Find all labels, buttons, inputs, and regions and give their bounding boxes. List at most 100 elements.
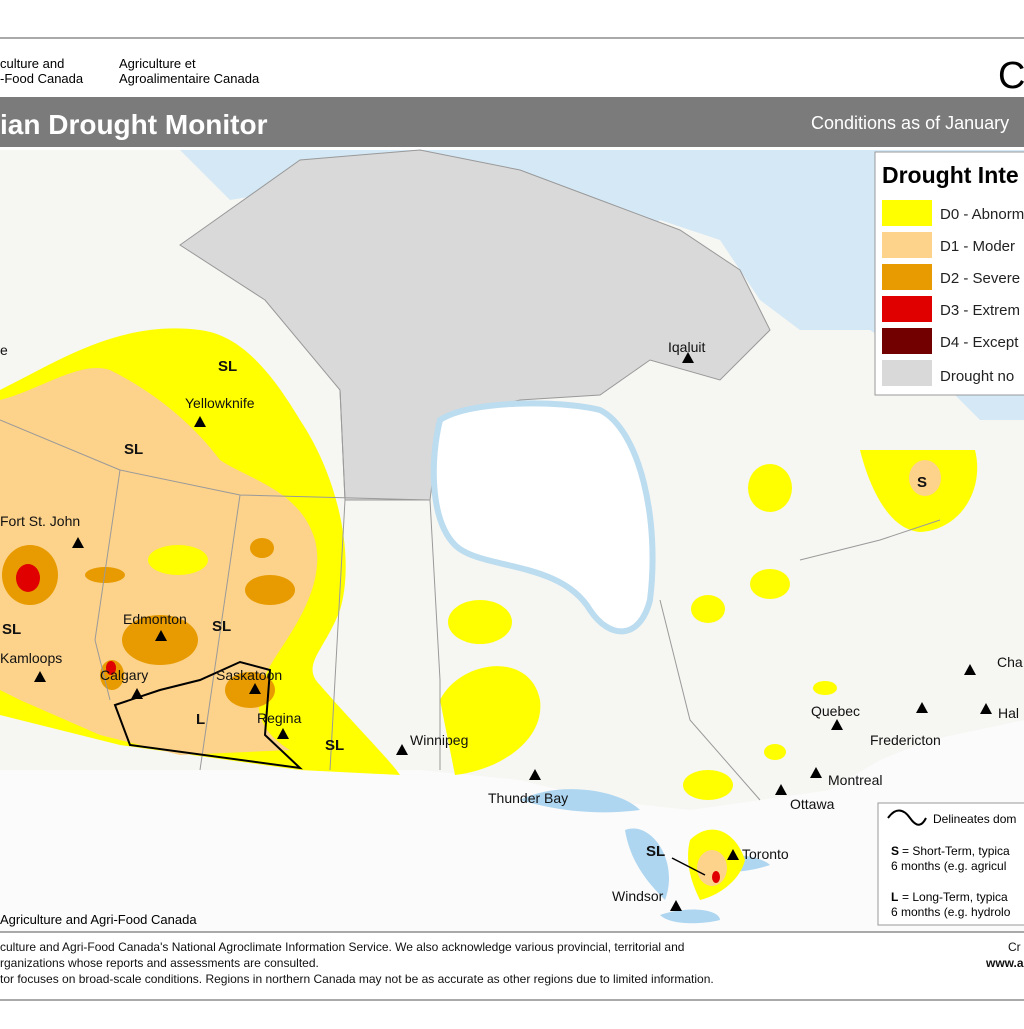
legend-swatch bbox=[882, 232, 932, 258]
legend-item: D1 - Moder bbox=[940, 238, 1015, 255]
city-marker bbox=[980, 703, 992, 714]
city-label: Fort St. John bbox=[0, 513, 80, 529]
org-en: -Food Canada bbox=[0, 71, 84, 86]
city-label: Fredericton bbox=[870, 732, 941, 748]
drought-d3 bbox=[16, 564, 40, 592]
drought-d0 bbox=[813, 681, 837, 695]
map-labels: SL SL SL SL L SL S SL bbox=[2, 358, 927, 860]
city-marker bbox=[194, 416, 206, 427]
legend: Drought Inte D0 - Abnorm D1 - Moder D2 -… bbox=[874, 151, 1024, 396]
drought-d2 bbox=[250, 538, 274, 558]
drought-d0 bbox=[683, 770, 733, 800]
city-marker bbox=[916, 702, 928, 713]
term-label: SL bbox=[124, 441, 143, 458]
title-bar bbox=[0, 97, 1024, 147]
city-label: Cha bbox=[997, 654, 1023, 670]
us-area bbox=[0, 720, 1024, 932]
footer-credit: Cr bbox=[1008, 940, 1021, 954]
impact-boundary bbox=[113, 660, 303, 770]
drought-d0 bbox=[691, 595, 725, 623]
note: 6 months (e.g. hydrolo bbox=[891, 905, 1011, 919]
city-label: Saskatoon bbox=[216, 667, 282, 683]
legend-item: D3 - Extrem bbox=[940, 302, 1020, 319]
drought-d0 bbox=[148, 545, 208, 575]
great-lakes bbox=[520, 789, 770, 924]
city-label: Winnipeg bbox=[410, 732, 468, 748]
city-marker bbox=[155, 630, 167, 641]
city-marker bbox=[131, 688, 143, 699]
legend-swatch bbox=[882, 328, 932, 354]
footer-line: rganizations whose reports and assessmen… bbox=[0, 956, 319, 970]
term-label: SL bbox=[212, 618, 231, 635]
notes: Delineates dom S = Short-Term, typica 6 … bbox=[877, 802, 1024, 926]
note: 6 months (e.g. agricul bbox=[891, 859, 1006, 873]
footer-credit: www.a bbox=[985, 956, 1024, 970]
drought-d3 bbox=[106, 661, 116, 675]
city-marker bbox=[34, 671, 46, 682]
city-label: Toronto bbox=[742, 846, 789, 862]
city-label: Regina bbox=[257, 710, 302, 726]
city-label: Thunder Bay bbox=[488, 790, 568, 806]
note-key: S bbox=[891, 844, 899, 858]
city-marker bbox=[810, 767, 822, 778]
city-label: Yellowknife bbox=[185, 395, 255, 411]
notes-box bbox=[877, 802, 1024, 926]
drought-d3 bbox=[712, 871, 720, 883]
term-label: SL bbox=[646, 843, 665, 860]
city-marker bbox=[670, 900, 682, 911]
city-marker bbox=[682, 352, 694, 363]
legend-item: D0 - Abnorm bbox=[940, 206, 1024, 223]
drought-d2 bbox=[225, 672, 275, 708]
city-marker bbox=[72, 537, 84, 548]
city-marker bbox=[396, 744, 408, 755]
city-label: Edmonton bbox=[123, 611, 187, 627]
drought-d1 bbox=[697, 850, 727, 886]
city-marker bbox=[775, 784, 787, 795]
org-en: culture and bbox=[0, 56, 64, 71]
city-label: Iqaluit bbox=[668, 339, 705, 355]
drought-d2 bbox=[245, 575, 295, 605]
city-marker bbox=[831, 719, 843, 730]
city-label: Quebec bbox=[811, 703, 860, 719]
city-label: Montreal bbox=[828, 772, 882, 788]
city-marker bbox=[277, 728, 289, 739]
drought-d0 bbox=[440, 666, 541, 775]
wordmark: C bbox=[998, 55, 1024, 97]
drought-d1 bbox=[909, 460, 941, 496]
map-credit: Agriculture and Agri-Food Canada bbox=[0, 912, 197, 927]
legend-swatch bbox=[882, 296, 932, 322]
title: ian Drought Monitor bbox=[0, 109, 268, 140]
note: = Short-Term, typica bbox=[902, 844, 1010, 858]
city-label: Calgary bbox=[100, 667, 148, 683]
cities: Iqaluit Yellowknife Fort St. John Edmont… bbox=[0, 339, 1023, 911]
legend-swatch bbox=[882, 264, 932, 290]
province-lines bbox=[0, 389, 941, 801]
term-label: SL bbox=[218, 358, 237, 375]
note: Delineates dom bbox=[933, 812, 1016, 826]
legend-swatch bbox=[882, 360, 932, 386]
drought-d0 bbox=[750, 569, 790, 599]
legend-title: Drought Inte bbox=[882, 162, 1019, 188]
subtitle: Conditions as of January bbox=[811, 113, 1009, 133]
footer-line: culture and Agri-Food Canada's National … bbox=[0, 940, 684, 954]
drought-d0 bbox=[748, 464, 792, 512]
label-leader bbox=[671, 857, 706, 876]
boundary-symbol bbox=[887, 809, 927, 826]
term-label: L bbox=[196, 711, 205, 728]
drought-d0 bbox=[764, 744, 786, 760]
legend-swatch bbox=[882, 200, 932, 226]
term-label: SL bbox=[325, 737, 344, 754]
footer-line: tor focuses on broad-scale conditions. R… bbox=[0, 972, 714, 986]
city-marker bbox=[529, 769, 541, 780]
city-label: Windsor bbox=[612, 888, 664, 904]
city-label: Kamloops bbox=[0, 650, 62, 666]
city-label: e bbox=[0, 342, 8, 358]
term-label: S bbox=[917, 474, 927, 491]
org-fr: Agriculture et bbox=[119, 56, 196, 71]
note-key: L bbox=[891, 890, 898, 904]
note: = Long-Term, typica bbox=[902, 890, 1008, 904]
city-marker bbox=[727, 849, 739, 860]
city-label: Hal bbox=[998, 705, 1019, 721]
org-fr: Agroalimentaire Canada bbox=[119, 71, 260, 86]
